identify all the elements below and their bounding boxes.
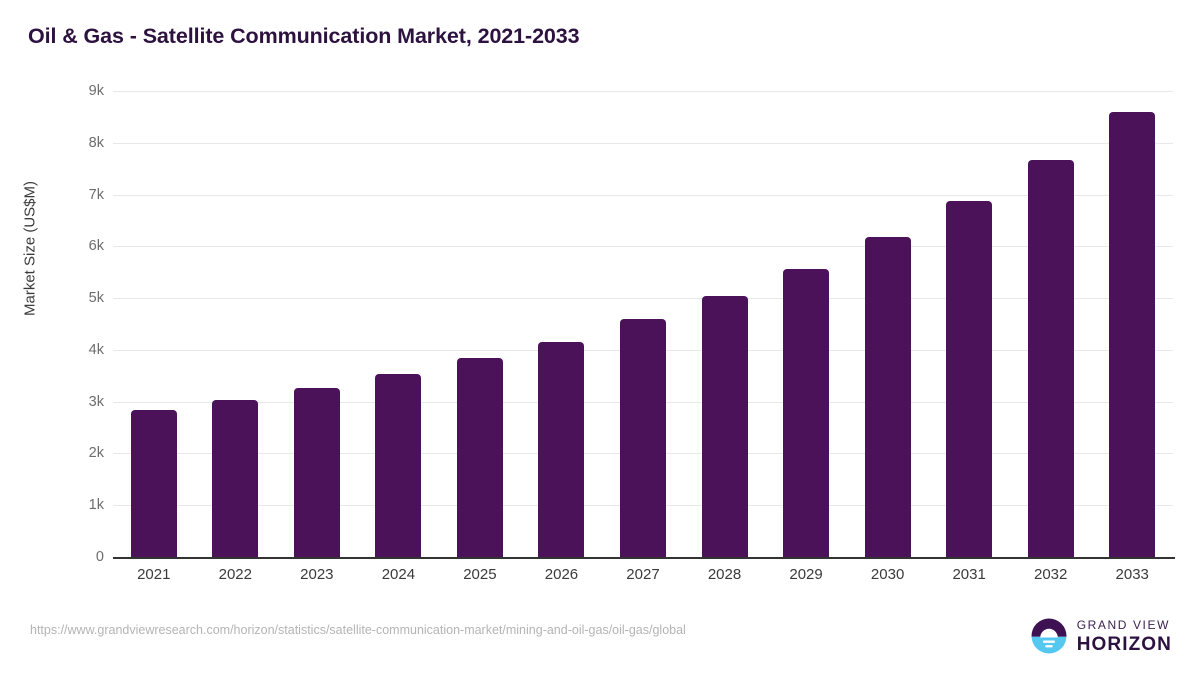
- y-tick-label: 8k: [88, 134, 104, 151]
- bar[interactable]: [293, 388, 340, 557]
- bar-group[interactable]: [130, 409, 177, 557]
- y-tick-label: 9k: [88, 83, 104, 99]
- bar-group[interactable]: [538, 341, 585, 557]
- logo-line-grand-view: GRAND VIEW: [1076, 617, 1171, 632]
- x-tick-label: 2023: [300, 566, 334, 583]
- y-tick-label: 2k: [88, 445, 104, 462]
- bar[interactable]: [456, 358, 503, 557]
- bar[interactable]: [701, 295, 748, 557]
- y-tick-label: 5k: [88, 290, 104, 307]
- bar-group[interactable]: [375, 373, 422, 557]
- bar[interactable]: [946, 200, 993, 557]
- brand-logo: GRAND VIEW HORIZON: [1030, 617, 1172, 655]
- x-tick-label: 2028: [707, 566, 742, 583]
- bar-group[interactable]: [783, 268, 830, 557]
- bar-group[interactable]: [1109, 111, 1156, 557]
- bar[interactable]: [783, 268, 830, 557]
- x-tick-label: 2030: [870, 566, 905, 583]
- plot-area: Market Size (US$M) 0 1k 2k 3k 4k 5k 6k 7k 8k 9k 2…: [21, 0, 1175, 600]
- logo-line-horizon: HORIZON: [1076, 633, 1172, 655]
- bar-group[interactable]: [456, 358, 503, 557]
- bar-group[interactable]: [864, 236, 911, 557]
- bar-group[interactable]: [1027, 159, 1074, 557]
- bar[interactable]: [864, 236, 911, 557]
- x-tick-label: 2029: [789, 566, 823, 583]
- bar-group[interactable]: [701, 295, 748, 557]
- horizon-logo-icon: [1031, 618, 1067, 654]
- bar[interactable]: [130, 409, 177, 557]
- footer: https://www.grandviewresearch.com/horizo…: [0, 613, 1200, 675]
- y-tick-label: 6k: [88, 238, 104, 255]
- gridline: [113, 246, 1173, 248]
- x-tick-label: 2031: [952, 566, 986, 583]
- x-tick-label: 2025: [463, 566, 497, 583]
- gridline: [113, 142, 1173, 144]
- bar-group[interactable]: [946, 200, 993, 557]
- bar[interactable]: [619, 319, 667, 557]
- y-tick-label: 4k: [88, 341, 104, 358]
- page-title: Oil & Gas - Satellite Communication Mark…: [28, 24, 580, 48]
- bar-group[interactable]: [293, 388, 340, 557]
- gridline: [113, 298, 1173, 300]
- x-tick-label: 2021: [137, 566, 171, 583]
- bar[interactable]: [212, 400, 259, 557]
- x-tick-label: 2027: [626, 566, 660, 583]
- logo-wordmark: GRAND VIEW HORIZON: [1077, 619, 1172, 654]
- x-tick-label: 2033: [1115, 566, 1149, 583]
- x-tick-label: 2032: [1034, 566, 1068, 583]
- y-axis-tick-labels: 0 1k 2k 3k 4k 5k 6k 7k 8k 9k: [52, 0, 104, 600]
- y-axis-title: Market Size (US$M): [21, 180, 39, 317]
- bar-group[interactable]: [212, 400, 259, 557]
- gridline: [113, 91, 1173, 92]
- bar[interactable]: [1027, 159, 1074, 557]
- x-axis-line: [113, 557, 1175, 559]
- y-tick-label: 7k: [88, 186, 104, 203]
- y-tick-label: 0: [95, 549, 104, 565]
- bar[interactable]: [375, 373, 422, 557]
- y-tick-label: 3k: [88, 393, 104, 410]
- bar[interactable]: [538, 341, 585, 557]
- x-tick-label: 2022: [218, 566, 252, 583]
- bar-group[interactable]: [619, 319, 667, 557]
- gridline: [113, 194, 1173, 196]
- x-axis-tick-labels: 2021 2022 2023 2024 2025 2026 2027 2028 2029 2030…: [113, 562, 1173, 592]
- bar[interactable]: [1109, 111, 1156, 557]
- y-tick-label: 1k: [88, 497, 104, 514]
- x-tick-label: 2026: [544, 566, 579, 583]
- x-tick-label: 2024: [381, 566, 416, 583]
- source-url: https://www.grandviewresearch.com/horizo…: [30, 623, 686, 637]
- bar-series: [113, 0, 1173, 600]
